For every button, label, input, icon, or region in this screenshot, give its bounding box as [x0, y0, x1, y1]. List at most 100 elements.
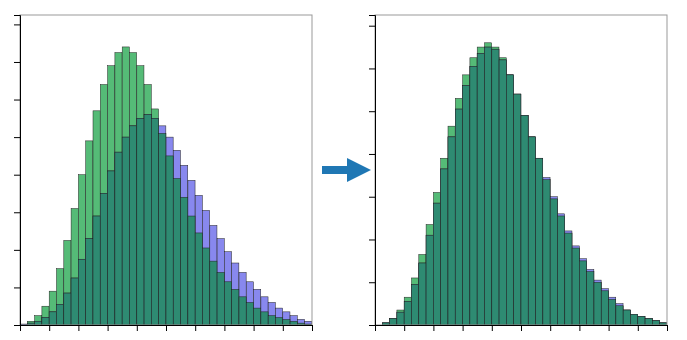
histogram-bar	[616, 306, 623, 325]
histogram-bar	[609, 299, 616, 325]
histogram-bar	[166, 156, 173, 325]
tick-mark	[283, 325, 284, 331]
tick-mark	[14, 24, 20, 25]
histogram-bar	[232, 289, 239, 325]
histogram-bar	[652, 321, 659, 325]
histogram-bar	[477, 47, 484, 325]
histogram-bar	[412, 284, 419, 325]
tick	[14, 175, 20, 176]
histogram-bar	[419, 263, 426, 325]
tick	[49, 325, 50, 331]
histogram-bar	[71, 278, 78, 325]
histogram-bar	[166, 137, 173, 325]
tick	[254, 325, 255, 331]
histogram-bar	[188, 216, 195, 325]
histogram-bar	[181, 197, 188, 325]
histogram-bar	[645, 319, 652, 325]
histogram-bar	[268, 316, 275, 325]
tick	[369, 239, 375, 240]
tick-mark	[667, 325, 668, 331]
tick	[14, 100, 20, 101]
histogram-bar	[144, 115, 151, 325]
histogram-bar	[100, 193, 107, 325]
tick	[638, 325, 639, 331]
histogram-bar	[195, 195, 202, 325]
histogram-bar	[239, 297, 246, 325]
tick	[369, 325, 375, 326]
histogram-bar	[210, 261, 217, 325]
histogram-bar	[224, 252, 231, 325]
histogram-bar	[463, 75, 470, 325]
histogram-bar	[485, 43, 492, 325]
histogram-bar	[441, 158, 448, 325]
histogram-bar	[290, 321, 297, 325]
histogram-bar	[130, 53, 137, 325]
histogram-bar	[514, 94, 521, 325]
histogram-bar	[122, 47, 129, 325]
axis-line	[21, 326, 313, 332]
x-axis	[376, 325, 668, 331]
histogram-bar	[254, 289, 261, 325]
tick	[433, 325, 434, 331]
tick	[14, 212, 20, 213]
tick-mark	[463, 325, 464, 331]
chart-canvas	[0, 0, 687, 340]
histogram-bar	[246, 302, 253, 325]
histogram-bar	[224, 282, 231, 325]
histogram-bar	[100, 193, 107, 325]
histogram-bar	[550, 197, 557, 325]
x-axis	[21, 325, 313, 331]
histogram-bar	[528, 137, 535, 325]
histogram-bar	[390, 319, 397, 325]
histogram-bar	[217, 239, 224, 325]
histogram-bar	[137, 118, 144, 325]
histogram-bar	[137, 66, 144, 325]
histogram-bar	[100, 85, 107, 325]
tick	[137, 325, 138, 331]
tick	[14, 137, 20, 138]
histogram-bar	[159, 126, 166, 325]
histogram-bar	[93, 216, 100, 325]
histogram-bar	[283, 312, 290, 325]
tick	[369, 111, 375, 112]
histogram-bar	[455, 98, 462, 325]
histogram-bar	[448, 126, 455, 325]
histogram-bar	[514, 94, 521, 325]
histogram-bar	[397, 312, 404, 325]
tick-mark	[78, 325, 79, 331]
histogram-bar	[195, 233, 202, 325]
histogram-bar	[470, 66, 477, 325]
histogram-bar	[195, 233, 202, 325]
histogram-bar	[448, 137, 455, 325]
histogram-bar	[232, 263, 239, 325]
plot-frame	[20, 15, 312, 325]
histogram-bar	[579, 261, 586, 325]
histogram-bar	[151, 118, 158, 325]
histogram-bar	[246, 282, 253, 325]
histogram-bar	[616, 306, 623, 325]
histogram-bar	[652, 321, 659, 325]
histogram-bar	[543, 177, 550, 325]
histogram-bar	[239, 272, 246, 325]
tick-mark	[14, 212, 20, 213]
histogram-bar	[35, 316, 42, 325]
tick-mark	[137, 325, 138, 331]
tick-mark	[14, 325, 20, 326]
tick-mark	[521, 325, 522, 331]
histogram-bar	[93, 216, 100, 325]
histogram-bar	[528, 137, 535, 325]
histogram-bar	[173, 178, 180, 325]
tick-mark	[312, 325, 313, 331]
histogram-bar	[78, 175, 85, 325]
histogram-bar	[151, 109, 158, 325]
histogram-bar	[122, 137, 129, 325]
tick	[492, 325, 493, 331]
tick-mark	[14, 250, 20, 251]
histogram-bar	[426, 235, 433, 325]
histogram-bar	[587, 269, 594, 325]
histogram-bar	[631, 314, 638, 325]
tick	[521, 325, 522, 331]
histogram-bar	[217, 272, 224, 325]
histogram-bar	[587, 272, 594, 325]
series	[20, 115, 312, 325]
